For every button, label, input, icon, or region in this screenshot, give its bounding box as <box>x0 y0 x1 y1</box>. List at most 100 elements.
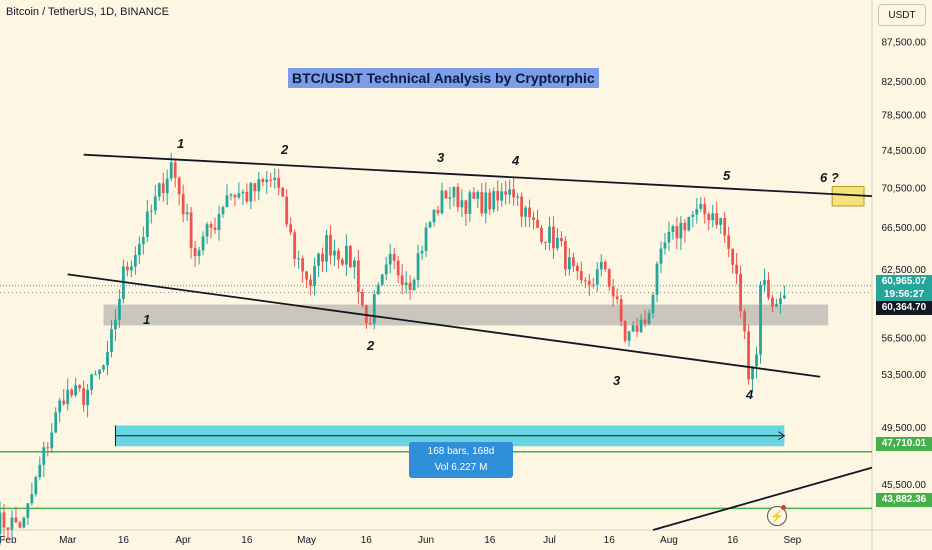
candle-body <box>691 214 695 217</box>
candle-body <box>591 284 595 286</box>
candle-body <box>448 197 452 199</box>
analysis-headline: BTC/USDT Technical Analysis by Cryptorph… <box>288 68 599 88</box>
candle-body <box>504 191 508 195</box>
candle-body <box>341 259 344 265</box>
candle-body <box>623 321 627 341</box>
candle-body <box>70 389 74 396</box>
candle-body <box>536 219 539 228</box>
candle-body <box>520 196 524 217</box>
candle-body <box>603 261 607 270</box>
notification-dot <box>781 505 786 510</box>
y-tick-label: 78,500.00 <box>882 111 927 122</box>
y-tick-label: 53,500.00 <box>882 370 927 381</box>
candle-body <box>452 186 456 198</box>
candle-body <box>58 400 62 413</box>
candle-body <box>583 280 587 282</box>
wave-label-top-5: 5 <box>723 168 731 183</box>
x-tick-label: 16 <box>727 535 739 546</box>
y-tick-label: 87,500.00 <box>882 37 927 48</box>
candle-body <box>404 282 408 286</box>
wave-label-top-2: 2 <box>281 142 289 157</box>
candle-body <box>707 213 711 221</box>
candle-body <box>321 253 324 262</box>
candle-body <box>492 191 496 210</box>
rising-trendline <box>652 466 873 531</box>
candle-body <box>751 366 754 380</box>
candle-body <box>126 266 129 271</box>
candle-body <box>611 286 615 297</box>
candle-body <box>165 178 169 194</box>
candle-body <box>209 224 213 228</box>
candle-body <box>157 183 161 197</box>
candle-body <box>360 292 364 306</box>
candle-body <box>468 192 472 214</box>
x-tick-label: Jul <box>543 535 556 546</box>
candle-body <box>368 323 372 325</box>
candle-body <box>775 304 778 307</box>
candle-body <box>133 255 137 267</box>
candle-body <box>78 385 82 389</box>
candle-body <box>560 238 563 242</box>
candle-body <box>213 227 217 230</box>
candle-body <box>161 183 165 194</box>
candle-body <box>484 192 488 214</box>
candle-body <box>245 191 249 202</box>
candle-body <box>500 191 504 201</box>
candle-body <box>38 464 42 478</box>
candle-body <box>241 191 245 194</box>
candle-body <box>261 179 265 183</box>
candle-body <box>763 279 766 285</box>
x-tick-label: Sep <box>783 535 801 546</box>
candle-body <box>444 190 448 199</box>
candle-body <box>472 192 476 199</box>
candle-body <box>615 296 619 300</box>
candle-body <box>647 313 651 324</box>
candle-body <box>337 250 340 260</box>
candle-body <box>130 266 133 271</box>
candle-body <box>34 477 38 495</box>
candle-body <box>400 275 404 286</box>
y-tick-label: 82,500.00 <box>882 77 927 88</box>
candle-body <box>145 211 149 237</box>
wave-label-bottom-1: 1 <box>143 312 151 327</box>
candle-body <box>552 226 555 249</box>
y-tick-label: 56,500.00 <box>882 333 927 344</box>
candle-body <box>532 217 535 220</box>
candle-body <box>735 264 739 274</box>
level-2-price-tag: 43,882.36 <box>876 493 932 507</box>
candle-body <box>233 194 237 198</box>
x-tick-label: 16 <box>604 535 616 546</box>
symbol-title: Bitcoin / TetherUS, 1D, BINANCE <box>6 6 170 18</box>
candle-body <box>727 235 731 249</box>
currency-button[interactable]: USDT <box>878 4 926 26</box>
candle-body <box>380 274 384 285</box>
candle-body <box>428 222 432 228</box>
x-tick-label: 16 <box>118 535 130 546</box>
candle-body <box>62 400 66 405</box>
candle-body <box>631 325 635 332</box>
candle-body <box>345 245 348 265</box>
lightning-icon[interactable]: ⚡ <box>767 506 787 526</box>
candle-body <box>74 385 78 396</box>
candle-body <box>783 295 786 299</box>
candle-body <box>317 253 320 266</box>
candle-body <box>189 212 193 248</box>
candle-body <box>512 189 516 198</box>
candle-body <box>2 512 6 528</box>
candle-body <box>237 193 241 198</box>
candle-body <box>14 517 18 523</box>
candle-body <box>289 224 293 233</box>
candle-body <box>22 517 26 528</box>
candle-body <box>301 258 305 272</box>
candle-body <box>273 177 277 180</box>
x-tick-label: 16 <box>361 535 373 546</box>
measure-volume: Vol 6.227 M <box>434 462 488 473</box>
upper-trendline <box>83 153 873 198</box>
wave-label-top-6: 6 ? <box>820 170 839 185</box>
candle-body <box>663 242 667 249</box>
candle-body <box>619 299 623 322</box>
candle-body <box>516 196 520 198</box>
candle-body <box>496 191 500 201</box>
candle-body <box>82 388 86 406</box>
candle-body <box>285 196 289 225</box>
